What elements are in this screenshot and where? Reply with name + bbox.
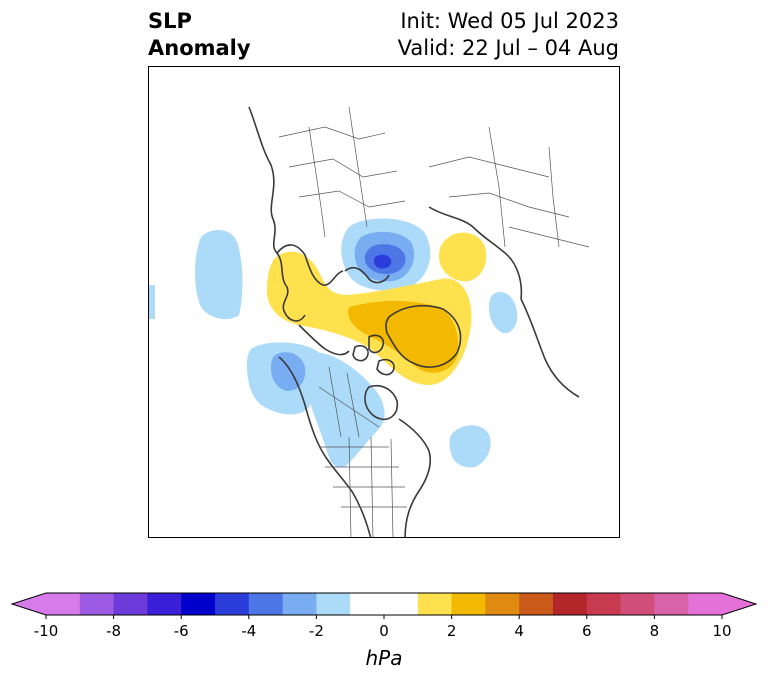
colorbar-segment: [46, 593, 81, 615]
coastline-north-america: [278, 356, 372, 537]
colorbar-extend-max: [722, 593, 756, 615]
anomaly-positive-arctic-mid: [348, 301, 459, 373]
colorbar-segment: [451, 593, 486, 615]
colorbar-tick-label: 10: [712, 622, 731, 640]
colorbar-tick-label: -10: [34, 622, 59, 640]
date-info: Init: Wed 05 Jul 2023 Valid: 22 Jul – 04…: [398, 8, 619, 62]
init-date: Init: Wed 05 Jul 2023: [400, 9, 619, 33]
border-europe-4: [308, 126, 326, 238]
colorbar-extend-min: [12, 593, 46, 615]
anomaly-negative-kamchatka: [489, 291, 518, 334]
anomaly-fills: [149, 218, 518, 468]
colorbar-segment: [688, 593, 723, 615]
colorbar-unit: hPa: [365, 646, 403, 670]
border-canada-1: [328, 366, 342, 438]
map-svg: [149, 106, 590, 537]
colorbar: -10 -8 -6 -4 -2 0 2 4 6 8 10: [0, 585, 768, 649]
map-title: SLP Anomaly: [148, 8, 251, 62]
border-us-5: [348, 436, 352, 537]
title-line-1: SLP: [148, 9, 192, 33]
border-asia-1: [428, 156, 550, 178]
colorbar-tick-label: 0: [379, 622, 389, 640]
border-europe-2: [288, 158, 398, 178]
title-line-2: Anomaly: [148, 36, 251, 60]
colorbar-segment: [586, 593, 622, 615]
border-canada-2: [346, 372, 360, 438]
colorbar-tick-label: 2: [447, 622, 457, 640]
valid-range: Valid: 22 Jul – 04 Aug: [397, 36, 619, 60]
anomaly-edge-west: [149, 285, 155, 319]
coastlines: [248, 106, 580, 537]
border-asia-3: [508, 226, 590, 248]
colorbar-segment: [654, 593, 689, 615]
border-asia-2: [448, 192, 570, 218]
border-europe-5: [348, 106, 368, 228]
border-canada-3: [318, 386, 380, 428]
anomaly-negative-west: [195, 230, 243, 320]
border-europe-3: [298, 190, 406, 208]
colorbar-segment: [519, 593, 554, 615]
colorbar-tick-label: -8: [106, 622, 121, 640]
colorbar-segment: [417, 593, 453, 615]
colorbar-tick-label: -6: [174, 622, 189, 640]
anomaly-negative-atlantic: [449, 425, 491, 468]
anomaly-negative-barents-core: [374, 254, 392, 269]
colorbar-tick-label: 6: [582, 622, 592, 640]
colorbar-tick-label: 4: [514, 622, 524, 640]
colorbar-segment: [113, 593, 148, 615]
colorbar-segment: [350, 593, 419, 615]
coastline-archipelago: [352, 334, 395, 376]
coastline-alaska: [298, 324, 350, 356]
colorbar-segment: [147, 593, 182, 615]
anomaly-positive-siberia: [438, 232, 487, 282]
border-asia-4: [488, 126, 506, 248]
borders: [278, 106, 590, 537]
colorbar-svg: -10 -8 -6 -4 -2 0 2 4 6 8 10: [10, 592, 758, 640]
colorbar-segment: [181, 593, 216, 615]
coastline-siberia: [428, 206, 523, 300]
colorbar-segment: [316, 593, 351, 615]
colorbar-segment: [553, 593, 588, 615]
coastline-us-east: [398, 418, 432, 537]
border-us-7: [390, 438, 394, 537]
colorbar-segment: [282, 593, 317, 615]
colorbar-tick-label: -2: [309, 622, 324, 640]
map-panel: [148, 66, 620, 538]
coastline-greenland: [385, 304, 462, 368]
colorbar-segment: [215, 593, 250, 615]
colorbar-tick-label: 8: [650, 622, 660, 640]
colorbar-segment: [620, 593, 655, 615]
border-us-6: [370, 436, 374, 537]
coastline-kola: [344, 266, 390, 284]
anomaly-negative-central-us: [307, 352, 385, 468]
coastline-east-asia: [520, 298, 580, 398]
border-europe-1: [278, 126, 386, 140]
border-asia-5: [548, 146, 560, 248]
coastline-hudson-bay: [364, 385, 399, 421]
coastline-scandinavia: [276, 244, 344, 286]
colorbar-segment: [248, 593, 284, 615]
colorbar-segment: [485, 593, 520, 615]
colorbar-segment: [79, 593, 115, 615]
colorbar-tick-label: -4: [241, 622, 256, 640]
